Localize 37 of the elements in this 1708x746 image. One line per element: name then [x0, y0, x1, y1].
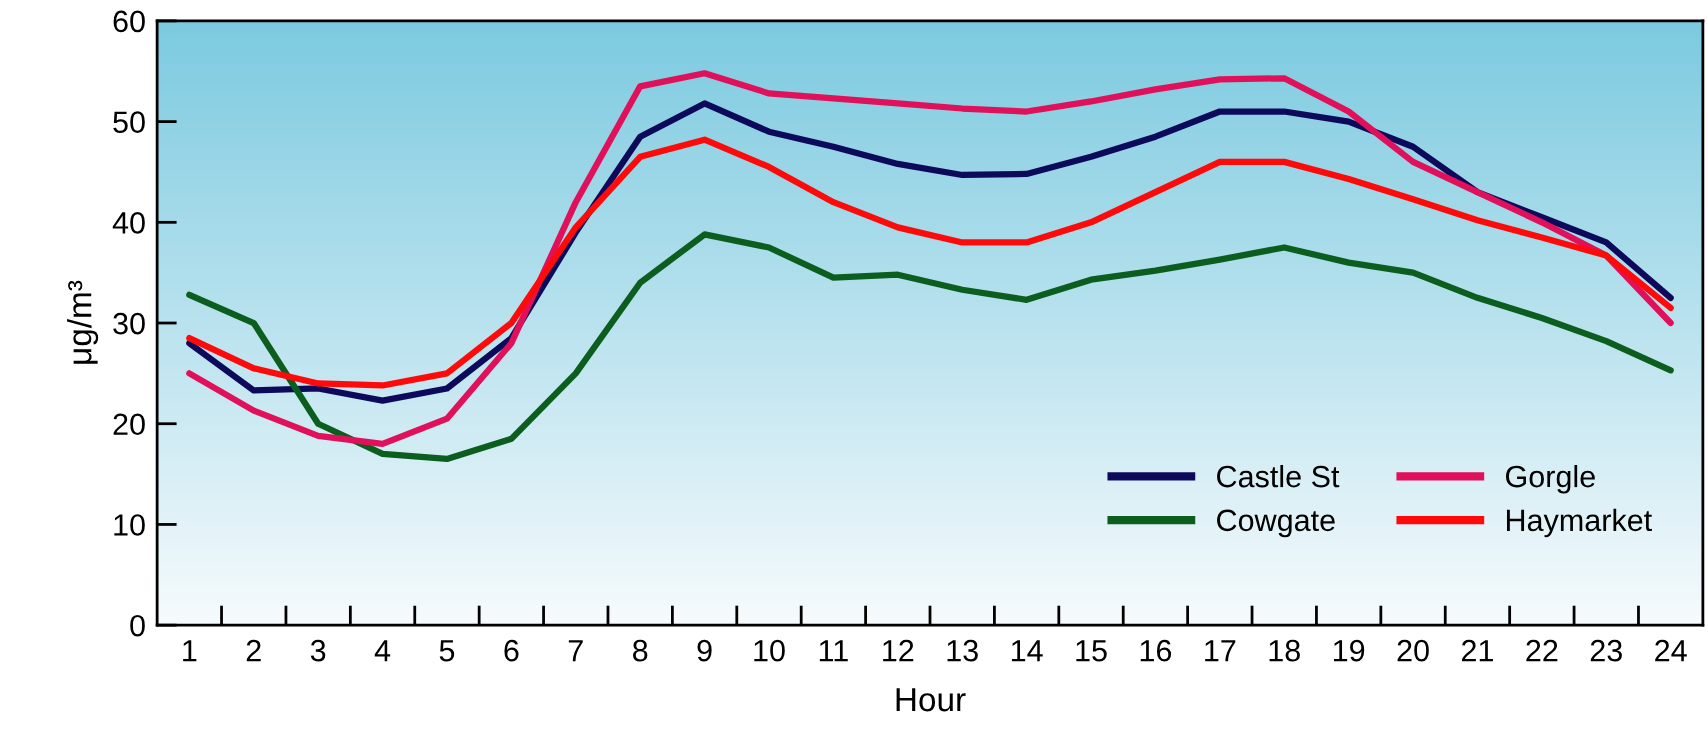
- x-tick-label: 3: [310, 639, 326, 662]
- x-tick-label: 14: [1011, 640, 1043, 662]
- legend-label: Gorgle: [1506, 464, 1595, 494]
- x-tick-label: 4: [374, 640, 391, 662]
- x-tick-label: 17: [1205, 640, 1236, 662]
- y-tick-label: 30: [113, 312, 145, 335]
- x-tick-label: 20: [1397, 639, 1429, 662]
- x-tick-label: 9: [697, 639, 712, 662]
- y-axis-title: μg/m³: [67, 280, 99, 364]
- y-tick-label: 0: [130, 614, 145, 637]
- x-tick-label: 6: [504, 639, 519, 662]
- x-tick-label: 23: [1590, 639, 1622, 662]
- y-tick-label: 40: [112, 212, 145, 234]
- x-tick-label: 16: [1140, 639, 1172, 662]
- x-tick-label: 8: [633, 639, 648, 662]
- y-tick-label: 50: [113, 111, 145, 133]
- x-tick-label: 1: [183, 640, 197, 662]
- x-tick-label: 10: [754, 639, 785, 662]
- y-tick-label: 10: [114, 514, 145, 536]
- legend-label: Haymarket: [1506, 508, 1652, 538]
- y-tick-label: 60: [113, 10, 145, 33]
- x-axis-title: Hour: [896, 688, 966, 712]
- legend-label: Cowgate: [1217, 509, 1335, 538]
- x-tick-label: 18: [1269, 639, 1300, 662]
- x-tick-label: 15: [1076, 640, 1107, 662]
- y-tick-label: 20: [113, 413, 145, 436]
- x-tick-label: 22: [1526, 639, 1558, 662]
- x-tick-label: 12: [883, 639, 914, 662]
- x-tick-label: 5: [439, 640, 455, 662]
- x-tick-label: 21: [1462, 639, 1493, 662]
- x-tick-label: 7: [568, 640, 583, 662]
- x-tick-label: 2: [246, 639, 261, 662]
- x-tick-label: 24: [1655, 639, 1687, 662]
- x-tick-label: 19: [1333, 639, 1365, 662]
- x-tick-label: 13: [947, 639, 978, 662]
- x-tick-label: 11: [819, 640, 848, 662]
- legend-label: Castle St: [1217, 464, 1340, 488]
